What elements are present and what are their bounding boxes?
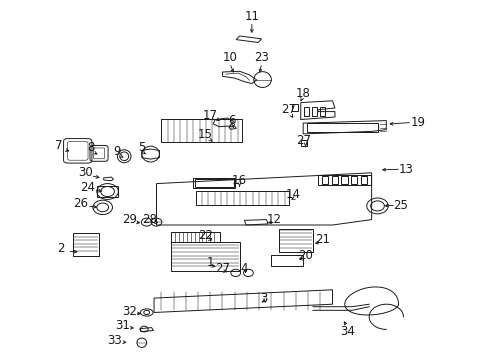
Bar [360, 176, 366, 184]
Text: 1: 1 [206, 256, 214, 269]
Text: 24: 24 [81, 181, 95, 194]
Bar [292, 104, 298, 111]
Text: 27: 27 [215, 262, 229, 275]
Bar [304, 107, 308, 116]
Bar [161, 119, 242, 142]
Text: 16: 16 [232, 174, 246, 186]
Bar [319, 107, 324, 116]
Bar [194, 179, 233, 187]
Text: 2: 2 [57, 242, 65, 255]
Text: 5: 5 [138, 141, 145, 154]
Bar [271, 255, 303, 266]
Text: 10: 10 [222, 51, 237, 64]
Text: 20: 20 [298, 249, 312, 262]
Bar [171, 242, 239, 271]
Text: 29: 29 [122, 213, 137, 226]
Text: 14: 14 [285, 188, 300, 201]
Text: 32: 32 [122, 305, 137, 318]
Bar [278, 229, 312, 252]
Bar [331, 176, 337, 184]
Text: 27: 27 [295, 134, 310, 147]
Text: 18: 18 [295, 87, 310, 100]
Text: 21: 21 [315, 233, 329, 246]
Bar [317, 175, 370, 185]
Bar [306, 123, 377, 132]
Text: 22: 22 [198, 229, 212, 242]
Bar [195, 191, 288, 205]
Text: 27: 27 [281, 103, 295, 116]
Text: 19: 19 [410, 116, 425, 129]
Text: 12: 12 [266, 213, 281, 226]
Bar [171, 232, 220, 242]
Text: 34: 34 [339, 325, 354, 338]
Bar [311, 107, 316, 116]
Text: 6: 6 [228, 114, 236, 127]
Bar [193, 178, 234, 188]
Text: 23: 23 [254, 51, 268, 64]
Text: 33: 33 [107, 334, 122, 347]
Bar [73, 233, 99, 256]
Bar [350, 176, 357, 184]
Text: 11: 11 [244, 10, 259, 23]
Text: 17: 17 [203, 109, 217, 122]
Text: 26: 26 [73, 197, 88, 210]
Text: 28: 28 [142, 213, 156, 226]
Text: 8: 8 [86, 141, 94, 154]
Text: 3: 3 [260, 292, 267, 305]
Text: 25: 25 [393, 199, 407, 212]
Text: 4: 4 [240, 262, 248, 275]
Text: 9: 9 [113, 145, 121, 158]
Bar [341, 176, 347, 184]
Text: 15: 15 [198, 129, 212, 141]
Text: 31: 31 [115, 319, 129, 332]
Text: 7: 7 [55, 139, 62, 152]
Bar [301, 140, 306, 146]
Bar [321, 176, 327, 184]
Text: 13: 13 [398, 163, 412, 176]
Text: 30: 30 [78, 166, 93, 179]
